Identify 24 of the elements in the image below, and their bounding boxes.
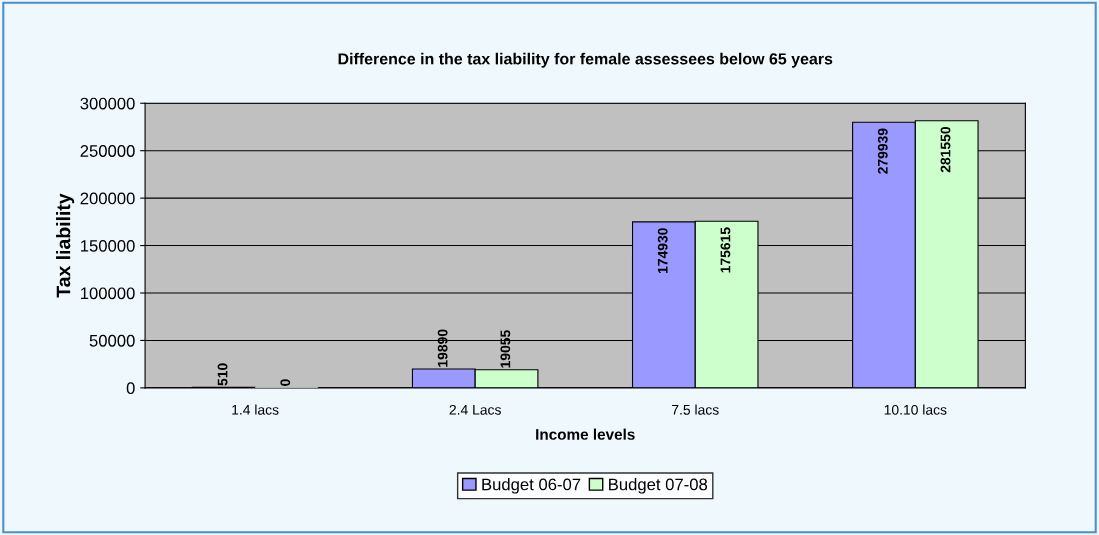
legend-label: Budget 07-08 (609, 478, 708, 494)
y-tick-label: 200000 (80, 192, 135, 205)
x-tick-label: 1.4 lacs (232, 404, 279, 415)
legend-label: Budget 06-07 (482, 478, 581, 494)
x-tick-label: 10.10 lacs (884, 404, 947, 415)
y-tick-label: 250000 (80, 145, 135, 157)
data-label: 19890 (437, 329, 448, 367)
data-label: 281550 (940, 127, 951, 173)
data-label: 174930 (657, 228, 668, 274)
x-axis-title: Income levels (536, 428, 635, 440)
y-tick-label: 0 (126, 382, 135, 395)
data-label: 175615 (720, 227, 731, 273)
data-label: 0 (280, 379, 291, 386)
x-tick-label: 2.4 Lacs (449, 404, 501, 415)
y-tick-label: 50000 (89, 334, 135, 347)
chart-title: Difference in the tax liability for female assessees below 65 years (338, 52, 833, 68)
data-label: 19055 (500, 330, 511, 368)
y-tick-label: 300000 (80, 97, 135, 110)
y-tick-label: 150000 (81, 239, 135, 252)
y-axis-title: Tax liability (56, 193, 75, 298)
x-tick-label: 7.5 lacs (672, 404, 719, 415)
data-label: 279939 (877, 128, 888, 174)
y-tick-label: 100000 (81, 287, 135, 300)
data-label: 510 (217, 363, 228, 386)
